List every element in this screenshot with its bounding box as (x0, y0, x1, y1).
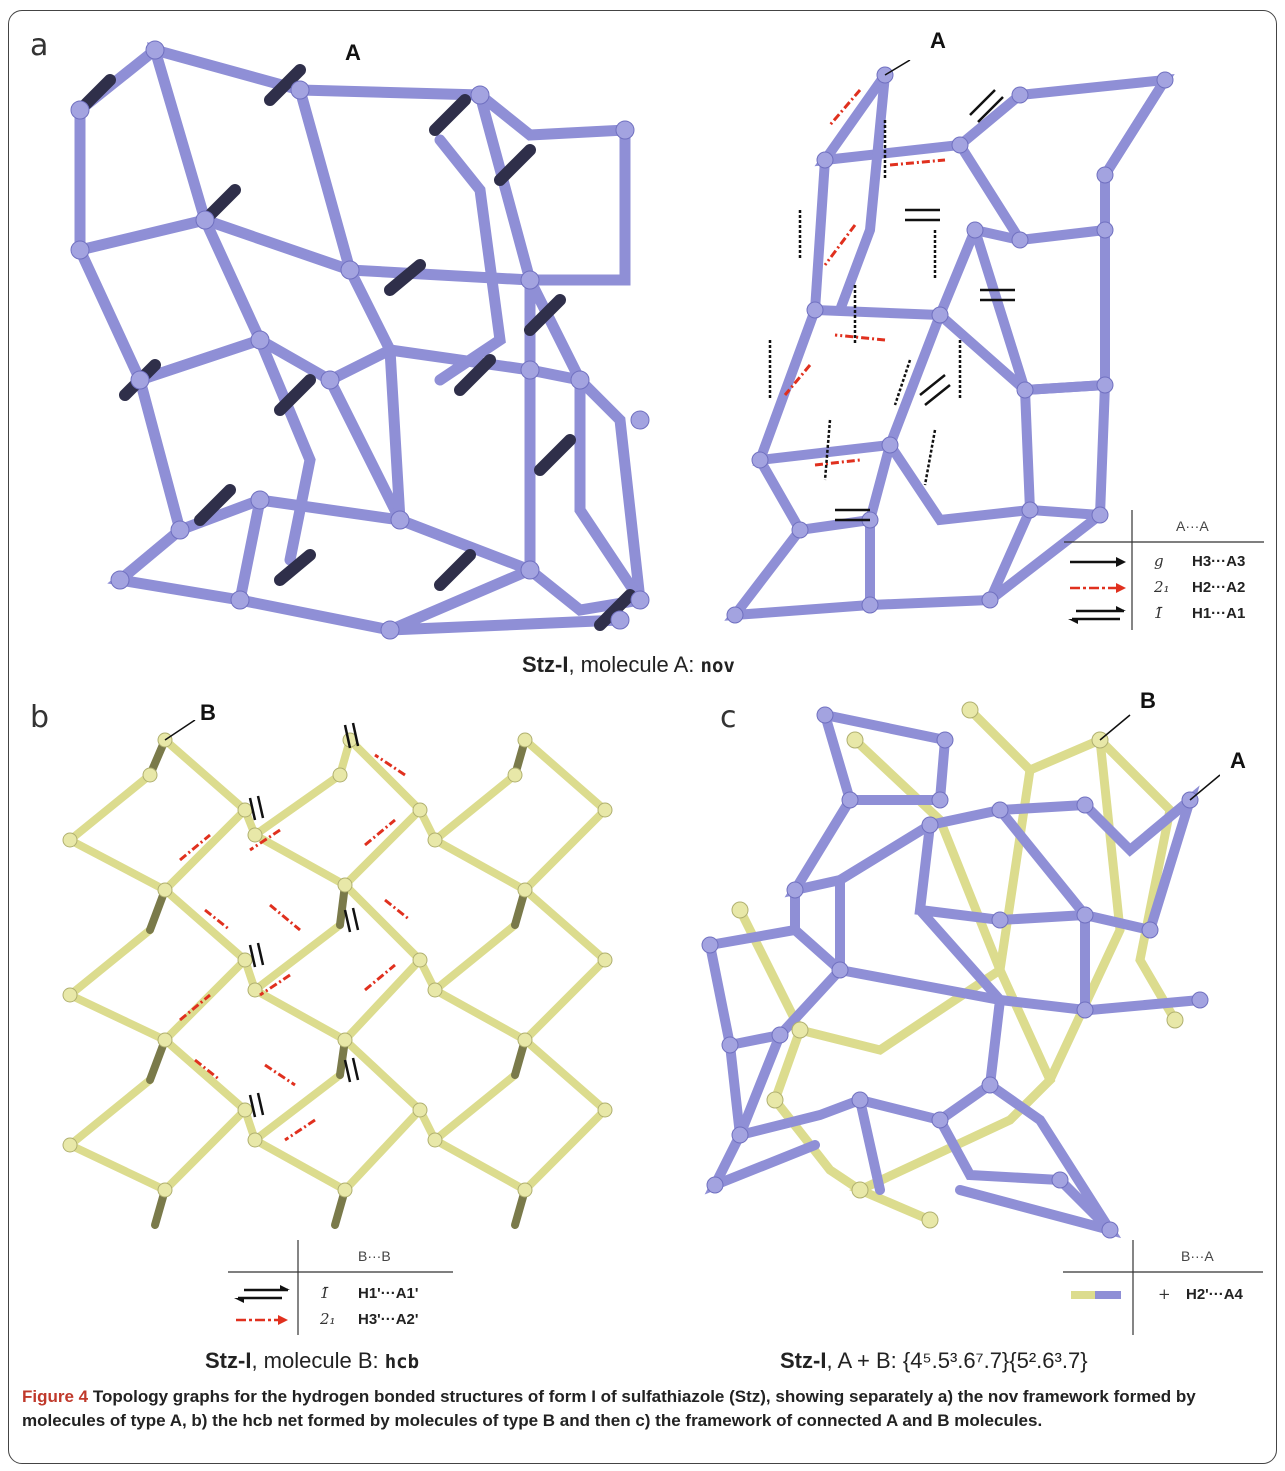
legend-b-row-2-bond: H3'···A2' (358, 1310, 419, 1328)
legend-c-row-1: + H2'···A4 (1158, 1285, 1243, 1303)
panel-a-subtitle-net: nov (700, 655, 735, 677)
legend-a-row-3: 1̄ H1···A1 (1154, 604, 1245, 622)
legend-b-header: B···B (358, 1248, 391, 1264)
legend-a: A···A g H3···A3 2₁ H2···A2 1̄ H1···A1 (1064, 510, 1264, 630)
panel-b-subtitle-bold: Stz-I (205, 1348, 252, 1373)
nov-net-left (70, 40, 650, 640)
panel-c-marker-b: B (1140, 688, 1156, 713)
legend-a-row-3-bond: H1···A1 (1192, 604, 1246, 622)
legend-c-row-1-symbol: + (1158, 1285, 1171, 1303)
caption-figure-number: Figure 4 (22, 1387, 89, 1406)
legend-c: B···A + H2'···A4 (1063, 1240, 1263, 1335)
legend-b-row-1-symbol: 1̄ (320, 1284, 330, 1302)
hcb-net (62, 720, 613, 1229)
panel-b-marker: B (200, 700, 216, 725)
figure-caption: Figure 4 Topology graphs for the hydroge… (22, 1385, 1262, 1433)
panel-b-letter: b (30, 700, 50, 735)
legend-a-header: A···A (1176, 518, 1209, 534)
legend-b-row-1: 1̄ H1'···A1' (320, 1284, 418, 1302)
legend-b-row-1-bond: H1'···A1' (358, 1284, 419, 1302)
legend-a-row-2-symbol: 2₁ (1154, 578, 1170, 596)
legend-b-row-2-symbol: 2₁ (320, 1310, 336, 1328)
panel-c-subtitle-text: , A + B: {4⁵.5³.6⁷.7}{5².6³.7} (826, 1348, 1088, 1373)
panel-a-letter: a (30, 28, 49, 63)
combined-net (701, 701, 1220, 1239)
panel-a-marker-right: A (930, 28, 946, 53)
panel-b-subtitle-net: hcb (384, 1351, 420, 1373)
figure-frame (8, 10, 1277, 1464)
legend-a-frame (1064, 510, 1264, 630)
panel-c-subtitle-bold: Stz-I (780, 1348, 827, 1373)
panel-a-subtitle-bold: Stz-I (522, 652, 569, 677)
legend-a-row-2: 2₁ H2···A2 (1154, 578, 1245, 596)
panel-a-subtitle-text: , molecule A: (568, 652, 701, 677)
legend-a-row-1-bond: H3···A3 (1192, 552, 1246, 570)
legend-b: B···B 1̄ H1'···A1' 2₁ H3'···A2' (228, 1240, 453, 1335)
panel-a-marker-left: A (345, 40, 361, 65)
legend-a-row-1: g H3···A3 (1154, 552, 1245, 570)
legend-a-row-1-symbol: g (1154, 552, 1164, 570)
caption-text: Topology graphs for the hydrogen bonded … (22, 1387, 1196, 1430)
legend-c-frame (1063, 1240, 1263, 1335)
legend-c-header: B···A (1181, 1248, 1214, 1264)
legend-c-row-1-bond: H2'···A4 (1186, 1285, 1243, 1303)
legend-b-frame (228, 1240, 453, 1335)
panel-b-subtitle-text: , molecule B: (251, 1348, 385, 1373)
panel-c-subtitle: Stz-I, A + B: {4⁵.5³.6⁷.7}{5².6³.7} (780, 1348, 1088, 1374)
legend-a-row-2-bond: H2···A2 (1192, 578, 1246, 596)
nov-net-right (724, 60, 1175, 624)
legend-a-row-3-symbol: 1̄ (1154, 604, 1164, 622)
panel-b-subtitle: Stz-I, molecule B: hcb (205, 1348, 419, 1374)
panel-c-marker-a: A (1230, 748, 1246, 773)
panel-c-letter: c (720, 700, 737, 735)
panel-a-subtitle: Stz-I, molecule A: nov (522, 652, 735, 678)
legend-b-row-2: 2₁ H3'···A2' (320, 1310, 418, 1328)
